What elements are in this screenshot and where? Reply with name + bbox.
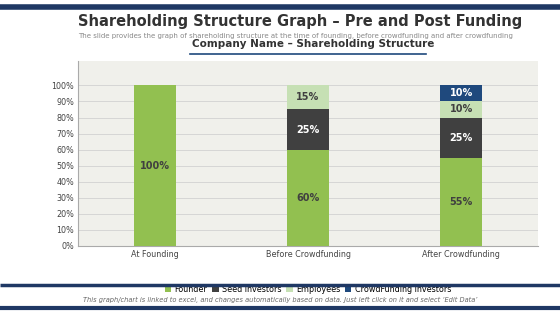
Text: 55%: 55%	[450, 197, 473, 207]
Bar	[440, 101, 483, 117]
Text: Company Name – Shareholding Structure: Company Name – Shareholding Structure	[193, 39, 435, 49]
Text: 10%: 10%	[450, 105, 473, 114]
Text: 15%: 15%	[296, 93, 320, 102]
Bar	[287, 85, 329, 110]
Bar	[440, 85, 483, 101]
Bar	[287, 110, 329, 150]
Bar	[440, 117, 483, 158]
Text: 25%: 25%	[296, 124, 320, 135]
Text: 60%: 60%	[296, 193, 320, 203]
Bar	[287, 150, 329, 246]
Text: The slide provides the graph of shareholding structure at the time of founding, : The slide provides the graph of sharehol…	[78, 33, 514, 39]
Text: This graph/chart is linked to excel, and changes automatically based on data. Ju: This graph/chart is linked to excel, and…	[83, 297, 477, 303]
Text: 25%: 25%	[450, 133, 473, 143]
Text: 100%: 100%	[140, 161, 170, 171]
Bar	[133, 85, 176, 246]
Bar	[440, 158, 483, 246]
Text: 10%: 10%	[450, 89, 473, 99]
Legend: Founder, Seed Investors, Employees, CrowdFunding Investors: Founder, Seed Investors, Employees, Crow…	[162, 282, 454, 297]
Text: Shareholding Structure Graph – Pre and Post Funding: Shareholding Structure Graph – Pre and P…	[78, 14, 522, 29]
